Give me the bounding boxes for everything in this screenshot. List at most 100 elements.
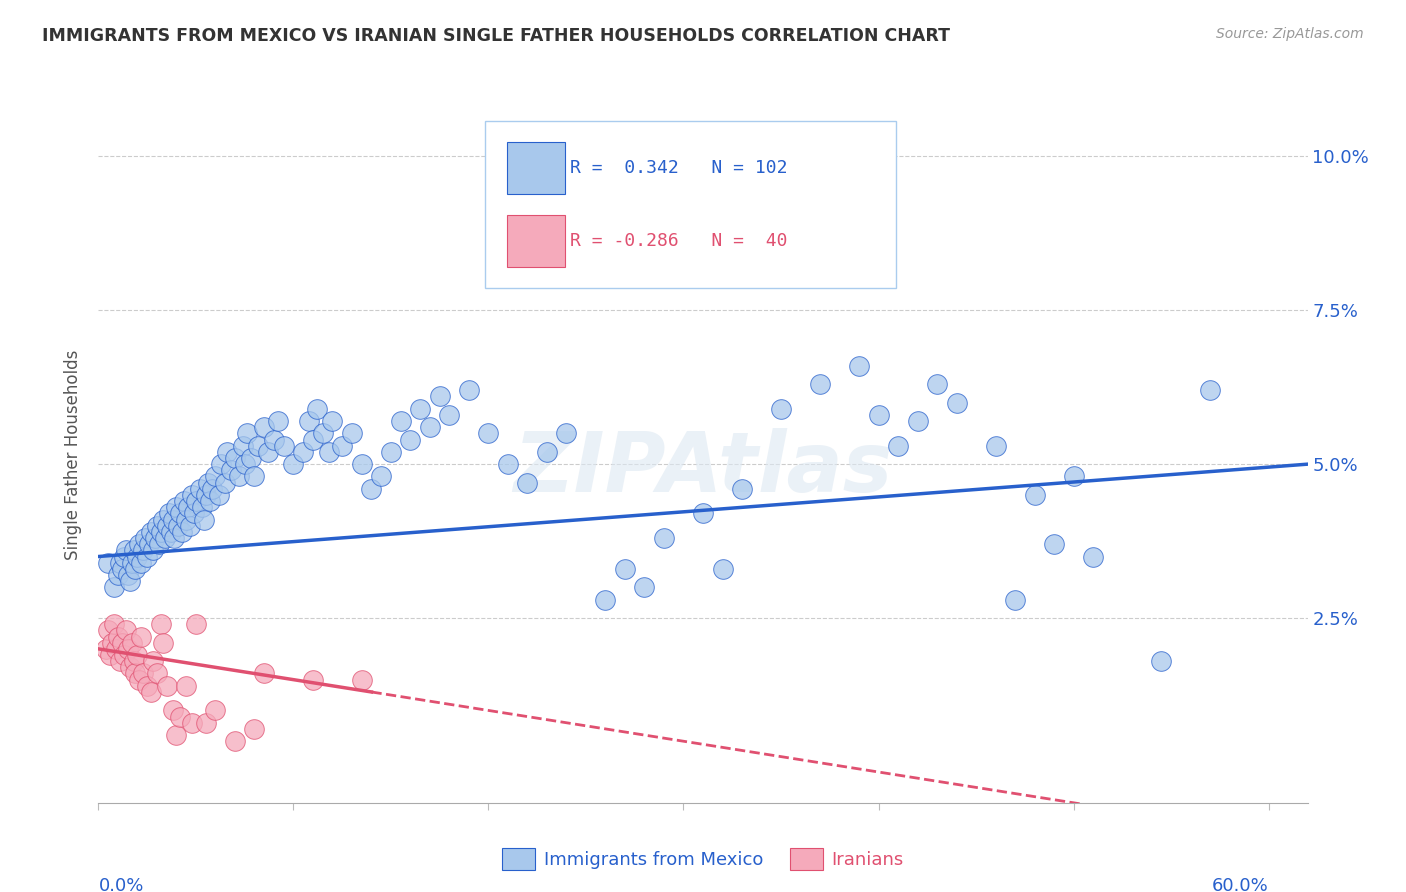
Point <box>257 445 280 459</box>
Point <box>1043 537 1066 551</box>
Point <box>167 518 190 533</box>
Point <box>808 377 831 392</box>
Point <box>165 500 187 515</box>
Point <box>138 537 160 551</box>
Point <box>477 426 499 441</box>
Point <box>458 384 481 398</box>
Point <box>925 377 948 392</box>
Point <box>112 549 135 564</box>
Text: IMMIGRANTS FROM MEXICO VS IRANIAN SINGLE FATHER HOUSEHOLDS CORRELATION CHART: IMMIGRANTS FROM MEXICO VS IRANIAN SINGLE… <box>42 27 950 45</box>
Point <box>183 507 205 521</box>
Point <box>181 715 204 730</box>
Point <box>1199 384 1222 398</box>
Point <box>157 507 180 521</box>
Point <box>224 734 246 748</box>
Point <box>868 408 890 422</box>
Point <box>389 414 412 428</box>
Point <box>350 673 373 687</box>
Point <box>127 549 149 564</box>
Point <box>104 641 127 656</box>
Point <box>114 624 136 638</box>
Point <box>97 624 120 638</box>
Point <box>152 512 174 526</box>
Point <box>188 482 211 496</box>
Point <box>179 518 201 533</box>
Point <box>97 556 120 570</box>
Point <box>108 654 131 668</box>
Point <box>146 666 169 681</box>
Point <box>907 414 929 428</box>
Point <box>172 524 194 539</box>
Point <box>200 482 222 496</box>
Point <box>142 654 165 668</box>
Point <box>156 518 179 533</box>
Point <box>101 636 124 650</box>
Point <box>692 507 714 521</box>
Text: Source: ZipAtlas.com: Source: ZipAtlas.com <box>1216 27 1364 41</box>
Point <box>848 359 870 373</box>
Point <box>1024 488 1046 502</box>
Point <box>124 666 146 681</box>
Point <box>233 457 256 471</box>
Point <box>124 562 146 576</box>
Point <box>152 636 174 650</box>
Point <box>614 562 637 576</box>
Point <box>177 500 200 515</box>
Point <box>112 648 135 662</box>
Point <box>399 433 422 447</box>
Point <box>139 524 162 539</box>
Point <box>243 722 266 736</box>
Point <box>134 531 156 545</box>
Point <box>204 469 226 483</box>
Point <box>96 641 118 656</box>
Point <box>439 408 461 422</box>
Point <box>298 414 321 428</box>
Point <box>305 401 328 416</box>
Point <box>184 617 207 632</box>
FancyBboxPatch shape <box>508 142 565 194</box>
Point <box>184 494 207 508</box>
Point <box>128 537 150 551</box>
Point <box>633 580 655 594</box>
Point <box>340 426 363 441</box>
Point <box>555 426 578 441</box>
Point <box>143 531 166 545</box>
Point <box>149 617 172 632</box>
Point <box>173 494 195 508</box>
Point <box>153 531 176 545</box>
Point <box>136 549 159 564</box>
Point <box>197 475 219 490</box>
Point <box>253 666 276 681</box>
Point <box>118 574 141 589</box>
Point <box>228 469 250 483</box>
Point <box>132 543 155 558</box>
Point <box>711 562 734 576</box>
Point <box>239 450 262 465</box>
Point <box>1063 469 1085 483</box>
Point <box>103 580 125 594</box>
FancyBboxPatch shape <box>508 215 565 267</box>
Point <box>108 556 131 570</box>
Point <box>174 679 197 693</box>
Text: R =  0.342   N = 102: R = 0.342 N = 102 <box>569 160 787 178</box>
Point <box>162 703 184 717</box>
Point <box>122 654 145 668</box>
Point <box>312 426 335 441</box>
Point <box>114 543 136 558</box>
Point <box>193 512 215 526</box>
Point <box>122 543 145 558</box>
Point <box>380 445 402 459</box>
Point <box>107 568 129 582</box>
Point <box>360 482 382 496</box>
Point <box>1081 549 1104 564</box>
Point <box>496 457 519 471</box>
Point <box>302 673 325 687</box>
Point <box>131 556 153 570</box>
FancyBboxPatch shape <box>485 121 897 288</box>
Point <box>652 531 675 545</box>
Point <box>267 414 290 428</box>
Y-axis label: Single Father Households: Single Father Households <box>63 350 82 560</box>
Point <box>429 389 451 403</box>
Point <box>516 475 538 490</box>
Point <box>121 636 143 650</box>
